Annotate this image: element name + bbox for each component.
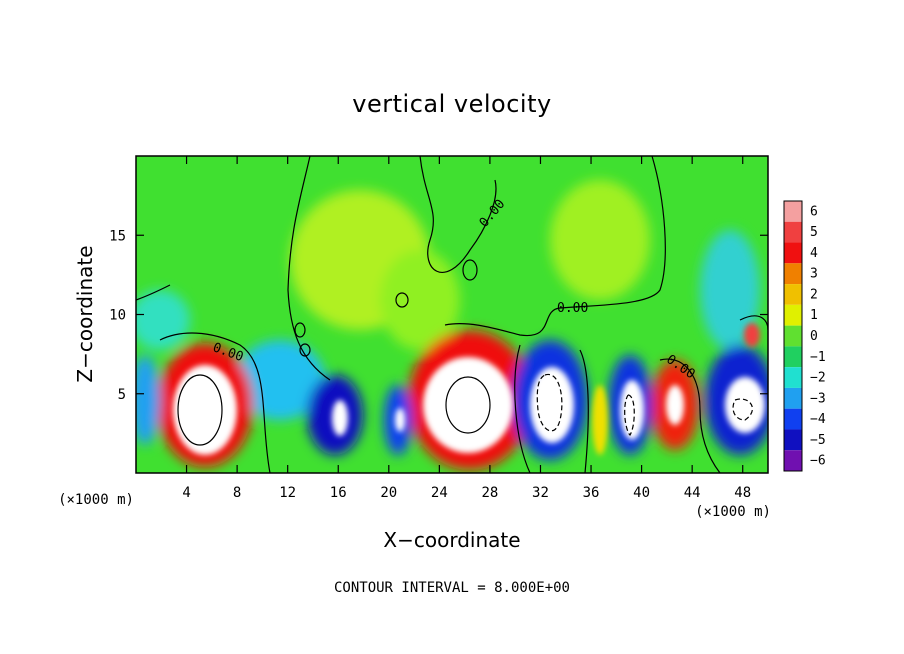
contour-ring	[294, 322, 306, 338]
colorbar-label: −4	[810, 412, 826, 427]
colorbar-swatch	[784, 304, 802, 326]
colorbar-swatch	[784, 201, 802, 222]
x-unit-label: (×1000 m)	[695, 504, 771, 520]
x-axis-label: X−coordinate	[383, 528, 520, 552]
field-core	[423, 357, 513, 453]
contour-zero-line	[419, 156, 497, 273]
field-region	[136, 355, 160, 445]
field-core	[173, 365, 237, 455]
colorbar-label: 5	[810, 225, 818, 240]
colorbar: 6 5 4 3 2 1 0 −1 −2 −3 −4 −5 −6	[783, 200, 826, 472]
contour-zero-line	[579, 349, 589, 473]
colorbar-swatch	[784, 450, 802, 471]
colorbar-swatch	[784, 429, 802, 451]
x-tick-label: 20	[380, 485, 397, 501]
field-region	[700, 230, 760, 350]
y-tick-label: 5	[118, 387, 126, 403]
field-region	[550, 180, 650, 300]
y-unit-label: (×1000 m)	[58, 492, 134, 508]
field-core	[332, 400, 348, 436]
contour-zero-line	[444, 156, 666, 337]
contour-ring	[177, 374, 223, 446]
y-tick-label: 15	[109, 228, 126, 244]
field-core	[744, 323, 760, 347]
contour-zero-line	[659, 358, 721, 473]
x-tick-label: 16	[330, 485, 347, 501]
field-region	[235, 340, 325, 420]
field-core	[666, 385, 684, 425]
y-axis-ticks: 5 10 15	[109, 228, 768, 403]
colorbar-label: 1	[810, 308, 818, 323]
field-core	[592, 385, 608, 455]
colorbar-swatch	[784, 367, 802, 388]
contour-zero-line	[136, 284, 171, 301]
colorbar-label: 0	[810, 329, 818, 344]
x-tick-label: 32	[532, 485, 549, 501]
colorbar-swatch	[784, 242, 802, 264]
field-core	[395, 408, 405, 432]
field-core	[620, 380, 644, 440]
colorbar-label: 3	[810, 267, 818, 282]
field-region	[380, 250, 460, 350]
velocity-field	[136, 180, 768, 470]
colorbar-swatch	[784, 263, 802, 285]
x-tick-label: 36	[583, 485, 600, 501]
colorbar-swatch	[784, 387, 802, 409]
y-axis-label: Z−coordinate	[73, 245, 97, 382]
contour-negative	[732, 398, 753, 421]
contour-label: 0.00	[557, 301, 588, 316]
colorbar-label: −3	[810, 391, 826, 406]
x-tick-label: 44	[684, 485, 701, 501]
contour-zero-line	[159, 332, 271, 473]
field-core	[725, 377, 765, 433]
contour-zero-line	[514, 344, 531, 473]
y-tick-label: 10	[109, 308, 126, 324]
colorbar-label: −5	[810, 433, 826, 448]
colorbar-swatch	[784, 221, 802, 243]
colorbar-label: −2	[810, 371, 826, 386]
chart-title: vertical velocity	[352, 90, 551, 118]
colorbar-label: −1	[810, 350, 826, 365]
x-tick-label: 28	[481, 485, 498, 501]
contour-negative	[624, 394, 635, 436]
colorbar-swatch	[784, 325, 802, 347]
x-tick-label: 40	[633, 485, 650, 501]
contour-ring	[299, 343, 311, 357]
colorbar-swatch	[784, 408, 802, 430]
colorbar-swatch	[784, 346, 802, 368]
contour-ring	[462, 259, 478, 281]
x-tick-label: 24	[431, 485, 448, 501]
colorbar-frame	[783, 200, 803, 472]
colorbar-label: −6	[810, 454, 826, 469]
contour-ring	[395, 292, 409, 308]
plot-area: 0.00 0.00 0.00 0.00	[136, 156, 768, 473]
x-axis-ticks: 4 8 12 16 20 24 28 32 36 40 44 48	[182, 156, 751, 501]
colorbar-label: 4	[810, 246, 818, 261]
footer-note: CONTOUR INTERVAL = 8.000E+00	[334, 580, 570, 596]
colorbar-swatch	[784, 284, 802, 305]
contour-ring	[445, 376, 491, 434]
contour-negative	[536, 373, 563, 432]
x-tick-label: 8	[233, 485, 241, 501]
x-tick-label: 48	[734, 485, 751, 501]
colorbar-label: 2	[810, 287, 818, 302]
field-core	[530, 367, 574, 443]
contour-zero-line	[287, 156, 331, 381]
contour-lines	[136, 156, 768, 473]
colorbar-label: 6	[810, 204, 818, 219]
x-tick-label: 12	[279, 485, 296, 501]
x-tick-label: 4	[182, 485, 190, 501]
